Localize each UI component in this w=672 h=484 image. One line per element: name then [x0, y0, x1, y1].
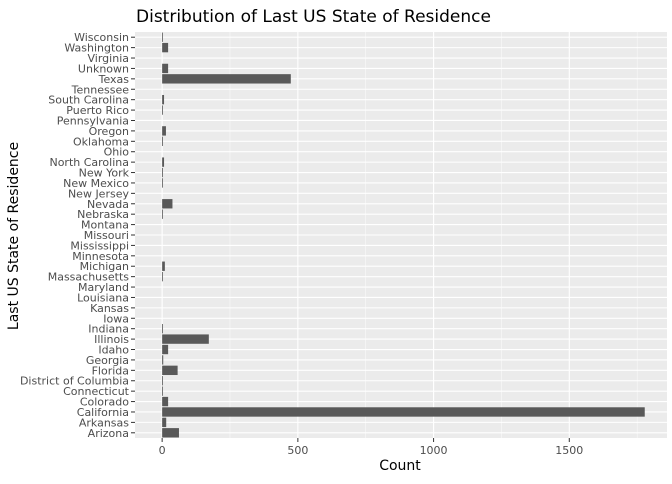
bar-oklahoma	[162, 136, 163, 146]
y-tick-label: California	[77, 406, 129, 419]
y-tick-label: Nevada	[87, 198, 129, 211]
bar-district-of-columbia	[162, 376, 163, 386]
bar-florida	[162, 365, 178, 376]
bar-washington	[162, 42, 169, 53]
bar-idaho	[162, 344, 169, 355]
y-tick-label: Connecticut	[63, 385, 130, 398]
y-tick-label: Michigan	[80, 260, 129, 273]
bar-wisconsin	[162, 32, 163, 42]
y-tick-label: Virginia	[88, 52, 129, 65]
y-tick-label: District of Columbia	[20, 375, 129, 388]
bar-new-york	[162, 167, 163, 178]
y-tick-label: Texas	[98, 73, 130, 86]
y-tick-label: Illinois	[94, 333, 129, 346]
y-tick-label: Wisconsin	[74, 31, 129, 44]
y-tick-label: Mississippi	[70, 239, 129, 252]
y-tick-label: Missouri	[84, 229, 129, 242]
y-tick-label: Idaho	[98, 344, 129, 357]
y-tick-label: Montana	[81, 219, 129, 232]
x-tick-label: 0	[159, 444, 166, 457]
y-tick-label: Iowa	[103, 312, 129, 325]
y-tick-label: Oregon	[89, 125, 129, 138]
bar-connecticut	[162, 386, 163, 396]
x-tick-label: 500	[287, 444, 308, 457]
y-tick-label: Maryland	[78, 281, 129, 294]
y-tick-label: Puerto Rico	[66, 104, 129, 117]
bar-nevada	[162, 199, 173, 209]
y-tick-label: Nebraska	[77, 208, 129, 221]
x-tick-label: 1000	[420, 444, 448, 457]
bar-new-mexico	[162, 178, 163, 188]
bar-illinois	[162, 334, 209, 344]
bar-georgia	[162, 355, 164, 365]
bar-arkansas	[162, 417, 167, 428]
bar-colorado	[162, 396, 169, 407]
bar-massachusetts	[162, 271, 163, 282]
bar-oregon	[162, 126, 166, 136]
y-axis-title: Last US State of Residence	[6, 142, 22, 330]
y-tick-label: Massachusetts	[48, 271, 130, 284]
bar-arizona	[162, 428, 179, 438]
y-tick-label: Minnesota	[72, 250, 129, 263]
y-tick-label: North Carolina	[49, 156, 129, 169]
y-tick-label: Tennessee	[71, 83, 130, 96]
bar-south-carolina	[162, 94, 165, 105]
y-tick-label: Kansas	[90, 302, 129, 315]
bar-unknown	[162, 63, 169, 74]
y-tick-label: New Mexico	[63, 177, 129, 190]
y-tick-label: Florida	[92, 364, 129, 377]
y-tick-label: Georgia	[86, 354, 129, 367]
y-tick-label: New Jersey	[68, 187, 130, 200]
y-tick-label: Oklahoma	[73, 135, 129, 148]
bar-puerto-rico	[162, 105, 163, 115]
y-tick-label: Arizona	[88, 427, 129, 440]
bar-michigan	[162, 261, 165, 271]
y-tick-label: Unknown	[78, 62, 129, 75]
y-tick-label: New York	[79, 167, 130, 180]
y-tick-label: Colorado	[80, 396, 129, 409]
y-tick-label: Pennsylvania	[57, 114, 129, 127]
y-tick-label: Indiana	[88, 323, 129, 336]
bar-texas	[162, 74, 291, 84]
y-tick-label: Arkansas	[79, 416, 129, 429]
bar-california	[162, 407, 645, 417]
y-tick-label: South Carolina	[48, 94, 129, 107]
x-axis-title: Count	[379, 458, 421, 474]
bar-nebraska	[162, 209, 163, 219]
y-tick-label: Washington	[64, 42, 129, 55]
chart-title: Distribution of Last US State of Residen…	[136, 7, 491, 27]
y-tick-label: Louisiana	[77, 291, 129, 304]
bar-north-carolina	[162, 157, 165, 167]
bar-indiana	[162, 324, 163, 334]
x-tick-label: 1500	[555, 444, 583, 457]
y-tick-label: Ohio	[104, 146, 130, 159]
